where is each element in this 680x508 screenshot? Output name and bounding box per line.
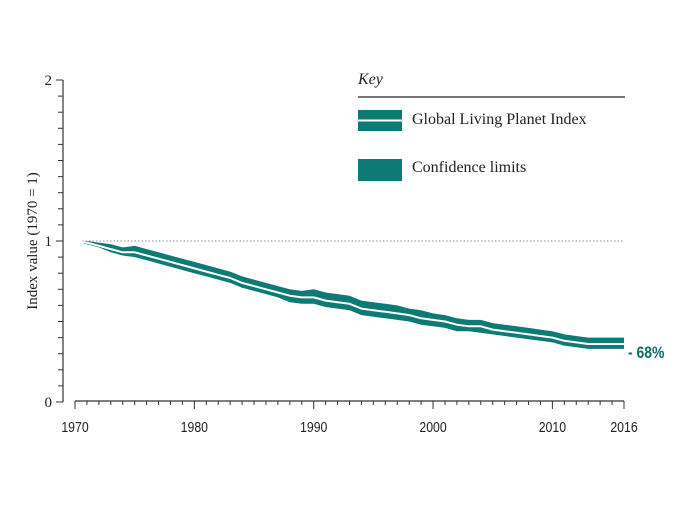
- confidence-band: [75, 241, 624, 349]
- plot-area: [74, 240, 624, 349]
- y-tick-label: 1: [45, 234, 53, 250]
- x-tick-label: 1970: [61, 419, 89, 435]
- y-axis-label: Index value (1970 = 1): [25, 172, 41, 310]
- legend: Key Global Living Planet Index Confidenc…: [357, 71, 625, 181]
- decline-annotation: - 68%: [628, 344, 665, 363]
- x-tick-label: 1990: [300, 419, 328, 435]
- legend-swatch-confidence: [358, 159, 402, 181]
- legend-entry-index: Global Living Planet Index: [412, 111, 587, 128]
- x-tick-label: 2000: [419, 419, 447, 435]
- index-line: [74, 240, 624, 345]
- x-tick-label: 2010: [539, 419, 567, 435]
- x-tick-label: 2016: [610, 419, 638, 435]
- legend-title: Key: [357, 71, 384, 88]
- legend-entry-confidence: Confidence limits: [412, 159, 526, 176]
- axes: 0 1 2 1970 1980 1990 2000 2010 2016: [45, 73, 639, 435]
- legend-swatch-index: [358, 110, 402, 131]
- x-tick-label: 1980: [181, 419, 209, 435]
- y-tick-label: 2: [45, 73, 53, 89]
- y-tick-label: 0: [45, 395, 53, 411]
